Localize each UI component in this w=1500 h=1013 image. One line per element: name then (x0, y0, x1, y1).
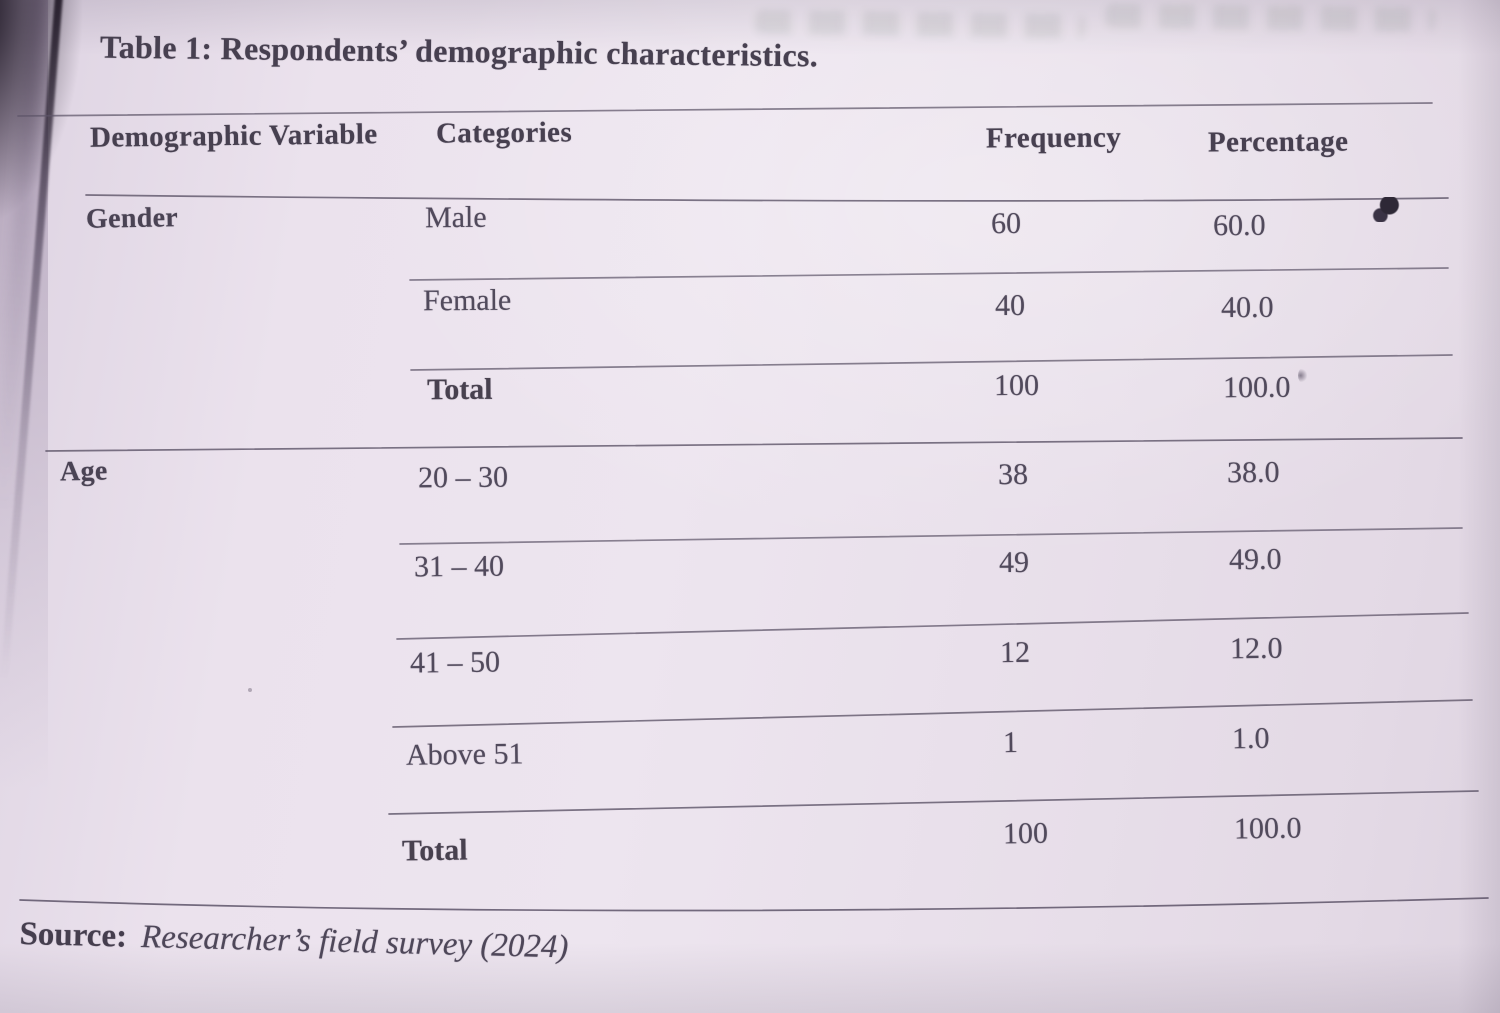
section-label-age: Age (59, 455, 108, 488)
table-rule-above-female (409, 267, 1449, 281)
section-label-gender: Gender (85, 202, 179, 235)
ink-blot (1372, 197, 1400, 222)
table-rule-above-total-gender (410, 354, 1453, 371)
source-label: Source: (19, 916, 128, 955)
table-rule-above-total-age (388, 790, 1479, 815)
column-header-frequency: Frequency (985, 121, 1122, 155)
table-rule-section-divider (45, 437, 1463, 452)
book-spine-dark-corner (0, 0, 110, 360)
table-rule-above-31-40 (399, 527, 1463, 545)
column-header-demographic-variable: Demographic Variable (89, 118, 378, 154)
column-header-percentage: Percentage (1207, 125, 1349, 159)
table-rule-below-header (85, 194, 1449, 202)
column-header-categories: Categories (435, 116, 573, 150)
table-rule-top (17, 102, 1433, 117)
table-rule-bottom (19, 897, 1489, 912)
paper-speck (248, 688, 252, 692)
paper-speck (1298, 368, 1307, 383)
table-rule-above-41-50 (396, 612, 1469, 640)
table-rule-above-above-51 (392, 699, 1473, 728)
page-right-edge-shadow (1458, 0, 1500, 1013)
